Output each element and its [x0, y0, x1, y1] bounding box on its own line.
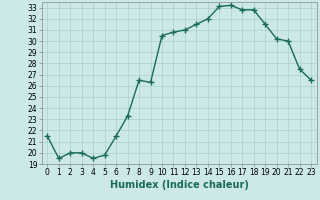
X-axis label: Humidex (Indice chaleur): Humidex (Indice chaleur) — [110, 180, 249, 190]
